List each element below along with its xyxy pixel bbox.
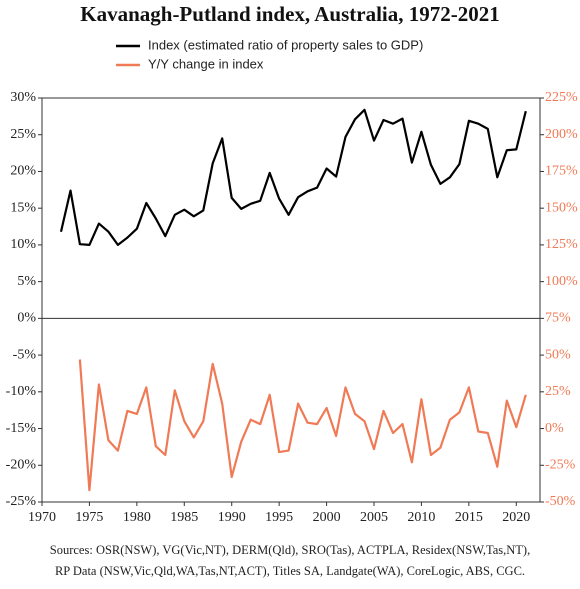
x-tick-label: 2020 [502, 510, 530, 525]
x-tick-label: 2000 [313, 510, 341, 525]
y-tick-label: -20% [6, 457, 37, 472]
y2-tick-label: 225% [545, 90, 578, 105]
y-tick-label: -25% [6, 494, 37, 509]
x-tick-label: 1980 [123, 510, 151, 525]
source-note: Sources: OSR(NSW), VG(Vic,NT), DERM(Qld)… [50, 543, 530, 557]
y2-tick-label: -50% [545, 494, 576, 509]
y2-tick-label: 125% [545, 237, 578, 252]
y2-tick-label: -25% [545, 457, 576, 472]
x-tick-label: 1985 [170, 510, 198, 525]
y2-tick-label: 25% [545, 384, 571, 399]
legend-label: Y/Y change in index [148, 56, 264, 71]
y-tick-label: 0% [17, 311, 36, 326]
y2-tick-label: 100% [545, 274, 578, 289]
y-tick-label: 20% [10, 164, 36, 179]
x-tick-label: 1970 [28, 510, 56, 525]
y-tick-label: -15% [6, 421, 37, 436]
x-tick-label: 1975 [75, 510, 103, 525]
y2-tick-label: 200% [545, 127, 578, 142]
x-tick-label: 1995 [265, 510, 293, 525]
y-tick-label: 15% [10, 200, 36, 215]
series-line [78, 359, 527, 492]
x-tick-label: 1990 [218, 510, 246, 525]
y2-tick-label: 175% [545, 164, 578, 179]
series-line [59, 108, 527, 246]
y-tick-label: 25% [10, 127, 36, 142]
y-tick-label: -10% [6, 384, 37, 399]
y-tick-label: 5% [17, 274, 36, 289]
x-tick-label: 2005 [360, 510, 388, 525]
y2-tick-label: 75% [545, 311, 571, 326]
y2-tick-label: 0% [545, 421, 564, 436]
x-tick-label: 2010 [407, 510, 435, 525]
y-tick-label: -5% [13, 347, 37, 362]
source-note: RP Data (NSW,Vic,Qld,WA,Tas,NT,ACT), Tit… [55, 564, 525, 578]
y2-tick-label: 50% [545, 347, 571, 362]
y2-tick-label: 150% [545, 200, 578, 215]
y-tick-label: 30% [10, 90, 36, 105]
y-tick-label: 10% [10, 237, 36, 252]
plot-frame [41, 97, 541, 503]
chart-title: Kavanagh-Putland index, Australia, 1972-… [80, 2, 499, 26]
legend-label: Index (estimated ratio of property sales… [148, 37, 423, 52]
x-tick-label: 2015 [455, 510, 483, 525]
